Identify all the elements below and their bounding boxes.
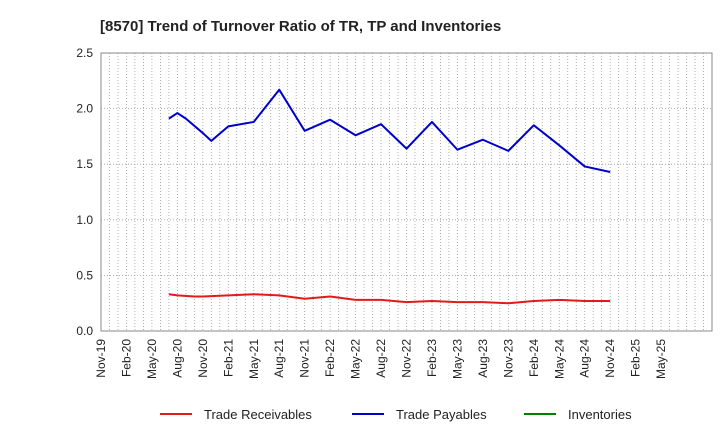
x-axis-ticks: Nov-19 Feb-20 May-20 Aug-20 Nov-20 Feb-21 May-… [94, 339, 668, 379]
y-tick-label: 1.5 [76, 157, 93, 171]
x-tick-label: Feb-24 [527, 339, 541, 377]
x-tick-label: Aug-22 [374, 339, 388, 378]
x-tick-label: Aug-24 [578, 339, 592, 378]
y-tick-label: 0.5 [76, 268, 93, 282]
x-tick-label: May-20 [145, 339, 159, 379]
x-tick-label: May-24 [552, 339, 566, 379]
x-tick-label: Feb-21 [221, 339, 235, 377]
x-tick-label: Feb-20 [119, 339, 133, 377]
legend: Trade Receivables Trade Payables Inventori… [160, 407, 632, 422]
y-tick-label: 1.0 [76, 213, 93, 227]
plot-area-frame [100, 52, 713, 332]
x-tick-label: Feb-25 [629, 339, 643, 377]
x-tick-label: Nov-23 [501, 339, 515, 378]
x-tick-label: Nov-24 [603, 339, 617, 378]
trade-payables-line [168, 88, 611, 173]
grid [101, 53, 712, 331]
x-tick-label: Nov-19 [94, 339, 108, 378]
inventories-legend-label: Inventories [568, 407, 632, 422]
trade-receivables-legend-label: Trade Receivables [204, 407, 312, 422]
x-tick-label: Feb-22 [323, 339, 337, 377]
x-tick-label: May-23 [450, 339, 464, 379]
trade-receivables-line [168, 293, 611, 305]
x-tick-label: Nov-22 [400, 339, 414, 378]
x-tick-label: Feb-23 [425, 339, 439, 377]
x-tick-label: May-22 [349, 339, 363, 379]
y-tick-label: 2.5 [76, 46, 93, 60]
x-tick-label: May-25 [654, 339, 668, 379]
y-axis-ticks: 0.0 0.5 1.0 1.5 2.0 2.5 [76, 46, 93, 338]
chart-title: [8570] Trend of Turnover Ratio of TR, TP… [100, 18, 501, 35]
x-tick-label: May-21 [247, 339, 261, 379]
x-tick-label: Aug-21 [272, 339, 286, 378]
x-tick-label: Aug-20 [170, 339, 184, 378]
trade-payables-legend-label: Trade Payables [396, 407, 487, 422]
y-tick-label: 2.0 [76, 102, 93, 116]
x-tick-label: Nov-21 [298, 339, 312, 378]
y-tick-label: 0.0 [76, 324, 93, 338]
series-lines [168, 88, 611, 305]
x-tick-label: Aug-23 [476, 339, 490, 378]
x-tick-label: Nov-20 [196, 339, 210, 378]
